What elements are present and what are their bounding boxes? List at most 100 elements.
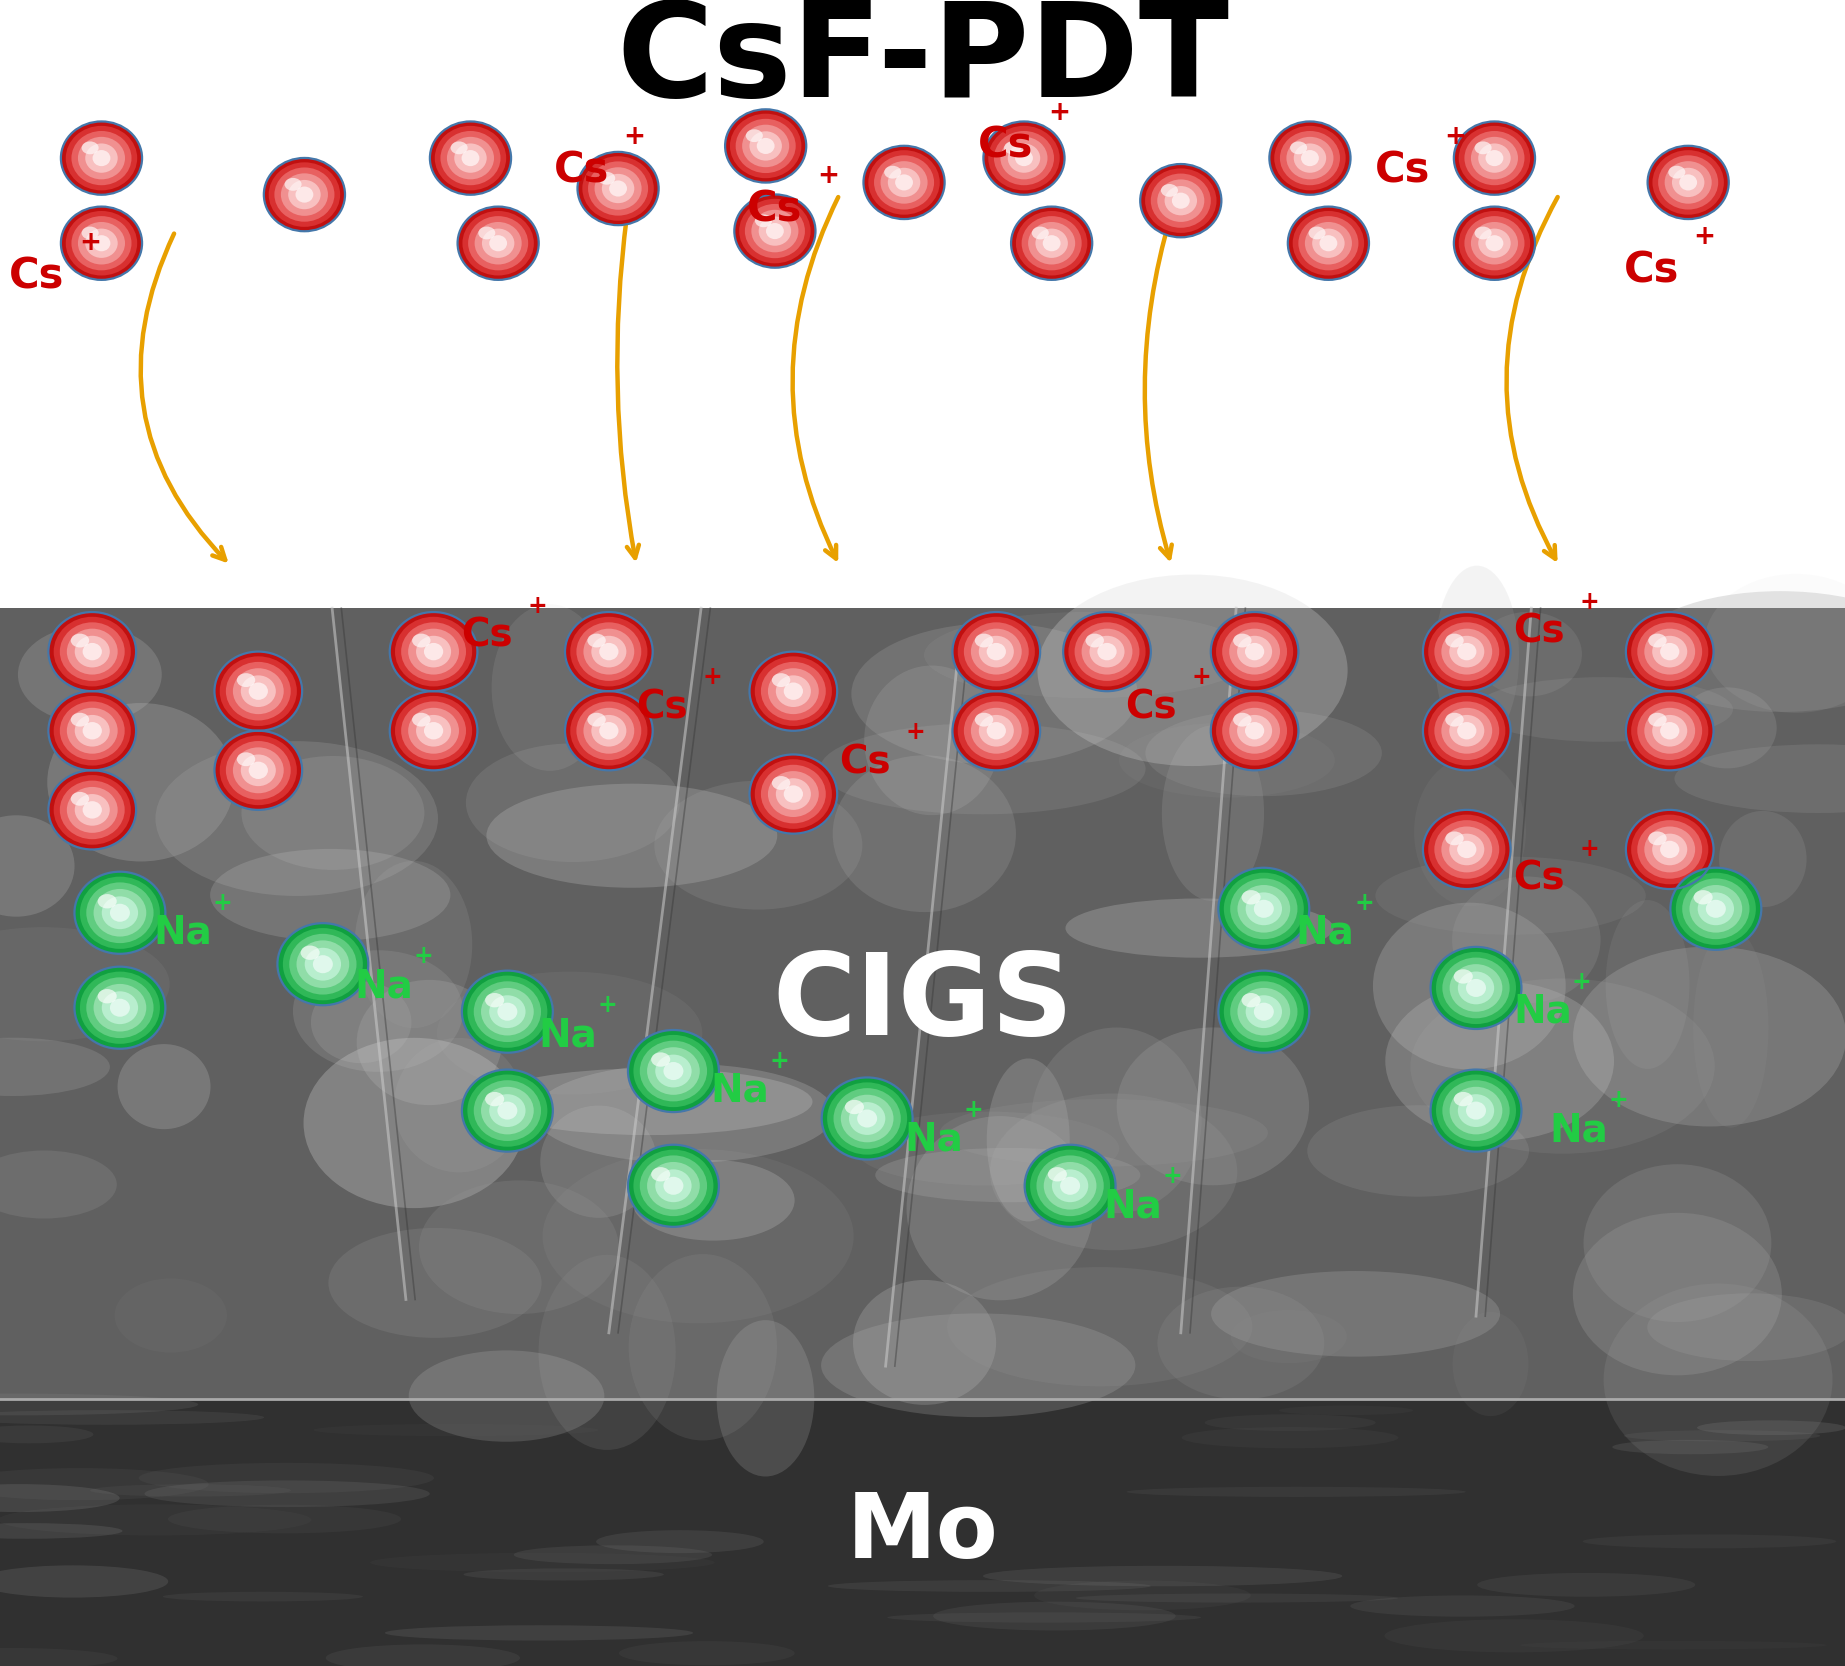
- Ellipse shape: [1151, 173, 1210, 228]
- Ellipse shape: [242, 756, 424, 870]
- Ellipse shape: [1441, 826, 1493, 873]
- Ellipse shape: [1236, 636, 1273, 668]
- Ellipse shape: [408, 708, 459, 753]
- Ellipse shape: [410, 1351, 605, 1441]
- Ellipse shape: [59, 701, 125, 760]
- Text: Cs: Cs: [1513, 860, 1565, 898]
- Text: +: +: [1579, 836, 1600, 861]
- Ellipse shape: [482, 228, 515, 258]
- Ellipse shape: [590, 715, 627, 746]
- Text: Cs: Cs: [1375, 150, 1430, 192]
- Ellipse shape: [1255, 900, 1273, 918]
- Text: Cs: Cs: [747, 188, 803, 232]
- Ellipse shape: [48, 703, 234, 861]
- Ellipse shape: [81, 142, 98, 155]
- Ellipse shape: [1181, 1428, 1399, 1448]
- Ellipse shape: [1076, 1593, 1399, 1603]
- Ellipse shape: [66, 628, 118, 675]
- Ellipse shape: [1063, 611, 1151, 691]
- Ellipse shape: [419, 1181, 618, 1314]
- Ellipse shape: [168, 1504, 400, 1533]
- Ellipse shape: [424, 643, 443, 660]
- Ellipse shape: [437, 971, 703, 1095]
- Ellipse shape: [1485, 235, 1504, 252]
- Ellipse shape: [734, 195, 815, 268]
- Ellipse shape: [768, 771, 819, 816]
- Ellipse shape: [1694, 890, 1712, 905]
- Ellipse shape: [275, 168, 334, 222]
- Ellipse shape: [1089, 636, 1125, 668]
- Ellipse shape: [1668, 165, 1684, 178]
- Ellipse shape: [155, 741, 437, 896]
- Ellipse shape: [162, 1591, 363, 1601]
- Ellipse shape: [1146, 710, 1382, 796]
- Ellipse shape: [884, 165, 900, 178]
- Ellipse shape: [600, 643, 618, 660]
- Ellipse shape: [1660, 721, 1679, 740]
- Ellipse shape: [1428, 815, 1506, 885]
- Ellipse shape: [542, 1150, 854, 1323]
- Ellipse shape: [1373, 903, 1566, 1070]
- Ellipse shape: [92, 150, 111, 167]
- Ellipse shape: [87, 883, 153, 943]
- Ellipse shape: [648, 1161, 699, 1210]
- Ellipse shape: [478, 227, 494, 240]
- Ellipse shape: [83, 721, 101, 740]
- Bar: [0, 0, 1845, 608]
- Ellipse shape: [1583, 1534, 1836, 1548]
- Ellipse shape: [430, 122, 511, 195]
- Ellipse shape: [1452, 876, 1601, 1003]
- Bar: [0, 1399, 1845, 1666]
- Ellipse shape: [1624, 1429, 1821, 1441]
- Ellipse shape: [467, 1075, 548, 1146]
- Ellipse shape: [236, 673, 255, 686]
- Ellipse shape: [1697, 893, 1734, 925]
- Ellipse shape: [1651, 833, 1688, 865]
- Ellipse shape: [1231, 878, 1297, 940]
- Ellipse shape: [1448, 636, 1485, 668]
- Ellipse shape: [952, 611, 1041, 691]
- Ellipse shape: [834, 1088, 900, 1150]
- Ellipse shape: [590, 636, 627, 668]
- Ellipse shape: [92, 235, 111, 252]
- Ellipse shape: [875, 1148, 1140, 1203]
- Ellipse shape: [994, 132, 1053, 185]
- Ellipse shape: [1690, 885, 1742, 933]
- Ellipse shape: [1672, 168, 1705, 197]
- Text: Na: Na: [153, 913, 212, 951]
- Ellipse shape: [114, 1278, 227, 1353]
- Ellipse shape: [482, 1086, 533, 1135]
- Ellipse shape: [1465, 132, 1524, 185]
- Ellipse shape: [1470, 222, 1518, 265]
- Ellipse shape: [220, 735, 297, 805]
- Ellipse shape: [74, 715, 111, 746]
- Ellipse shape: [952, 691, 1041, 770]
- Ellipse shape: [395, 696, 472, 766]
- Ellipse shape: [1037, 575, 1347, 766]
- Ellipse shape: [627, 1145, 720, 1226]
- Text: Cs: Cs: [461, 616, 513, 655]
- Ellipse shape: [895, 175, 913, 190]
- Ellipse shape: [411, 713, 430, 726]
- Ellipse shape: [716, 1319, 814, 1476]
- Ellipse shape: [1677, 688, 1777, 768]
- Text: Na: Na: [1295, 913, 1354, 951]
- Ellipse shape: [1445, 713, 1463, 726]
- Ellipse shape: [640, 1156, 707, 1216]
- Ellipse shape: [1651, 636, 1688, 668]
- Ellipse shape: [1221, 623, 1288, 681]
- Ellipse shape: [1648, 633, 1666, 648]
- Ellipse shape: [293, 950, 463, 1071]
- Ellipse shape: [849, 1103, 886, 1135]
- Ellipse shape: [1000, 137, 1048, 180]
- Ellipse shape: [1583, 1165, 1771, 1323]
- Text: +: +: [79, 230, 101, 257]
- Text: +: +: [1354, 891, 1375, 915]
- Ellipse shape: [1478, 1573, 1696, 1596]
- Text: CIGS: CIGS: [771, 948, 1074, 1060]
- Ellipse shape: [0, 815, 74, 916]
- Ellipse shape: [934, 1601, 1175, 1631]
- Ellipse shape: [1035, 228, 1068, 258]
- Ellipse shape: [1631, 815, 1708, 885]
- Ellipse shape: [400, 623, 467, 681]
